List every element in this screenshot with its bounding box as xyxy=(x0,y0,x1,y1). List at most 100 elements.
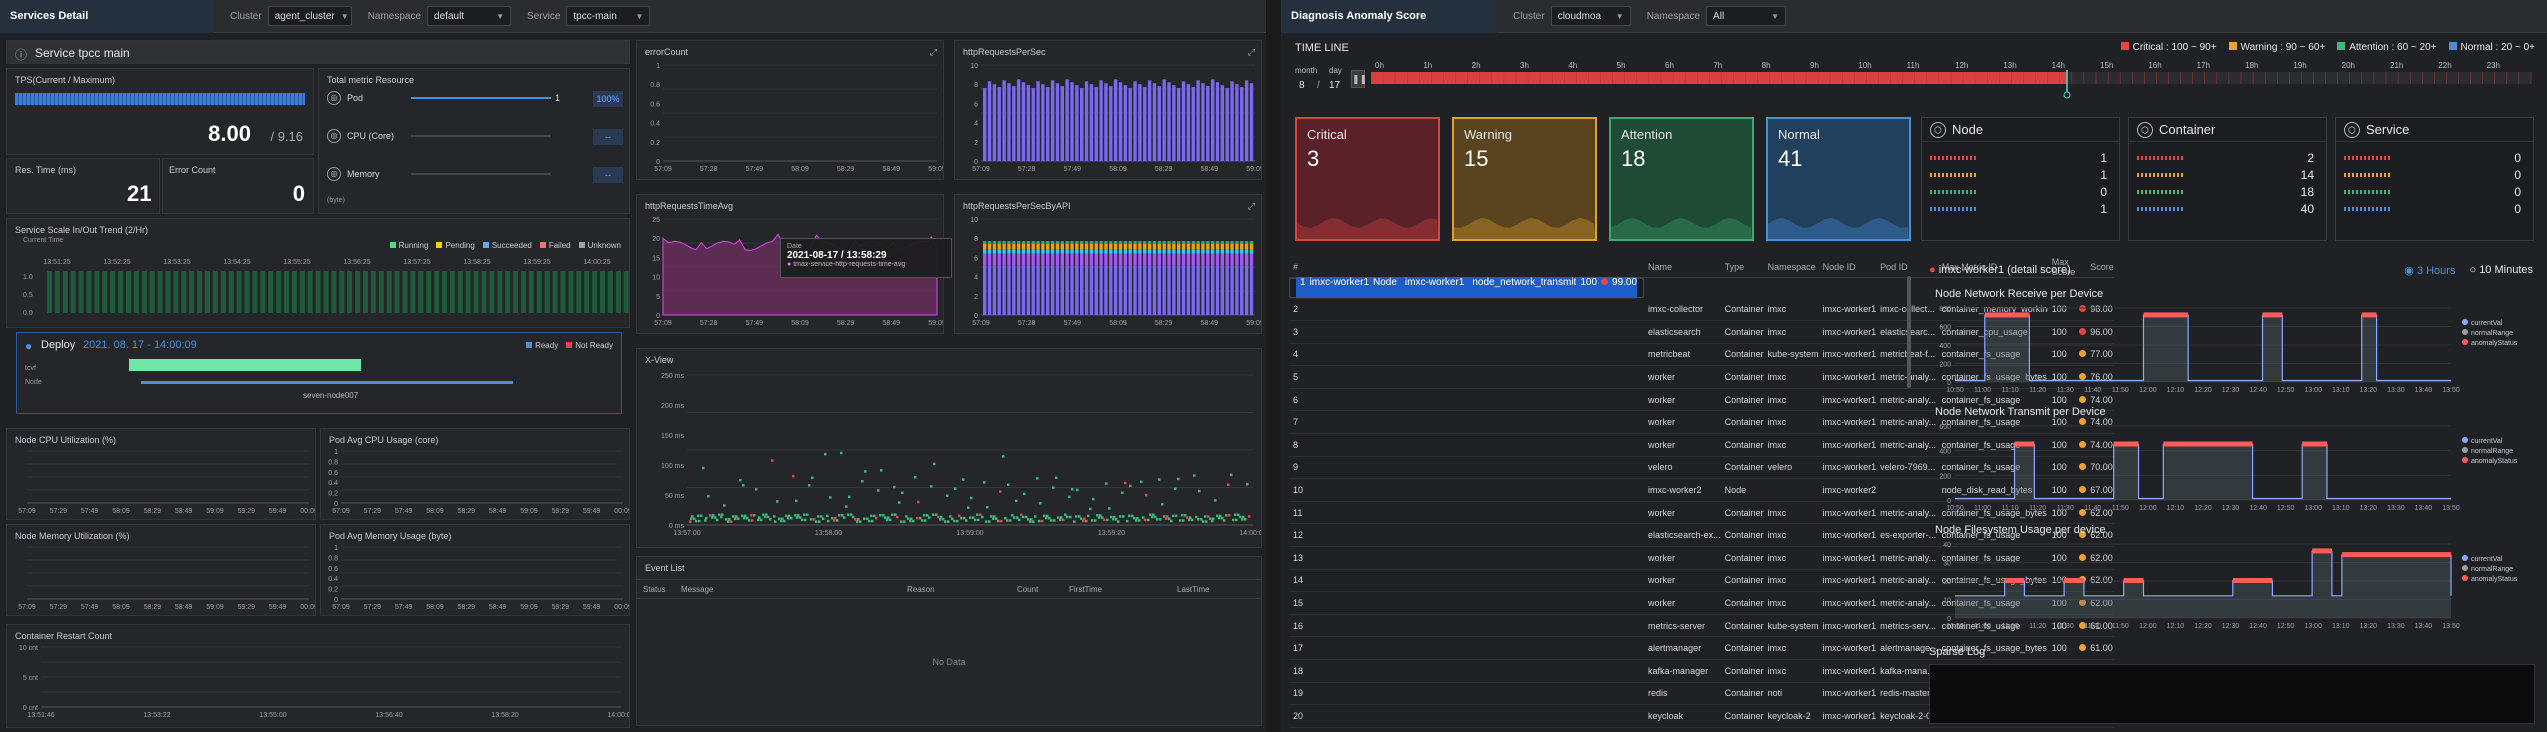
scale-legend-item[interactable]: Failed xyxy=(539,241,571,250)
table-cell: imxc-worker1 xyxy=(1818,343,1877,367)
namespace-select[interactable]: All ▼ xyxy=(1706,6,1787,26)
cluster-select[interactable]: cloudmoa ▼ xyxy=(1550,6,1631,26)
namespace-select[interactable]: default ▼ xyxy=(427,6,512,26)
y-tick-label: 0 xyxy=(1947,616,1951,623)
table-row[interactable]: 10 imxc-worker2 Node imxc-worker2 node_disk_… xyxy=(1289,478,2114,502)
range-10m[interactable]: ○ 10 Minutes xyxy=(2469,264,2533,276)
api-bar-segment xyxy=(1021,243,1026,250)
table-row[interactable]: 15 worker Container imxc imxc-worker1 metric-… xyxy=(1289,591,2114,615)
card-warning[interactable]: Warning 15 xyxy=(1452,117,1597,241)
api-bar-segment xyxy=(1186,265,1191,315)
table-row[interactable]: 16 metrics-server Container kube-system imxc… xyxy=(1289,614,2114,638)
xview-point xyxy=(1089,507,1092,511)
table-header[interactable]: Type xyxy=(1720,257,1764,278)
scale-bar xyxy=(560,271,566,313)
scale-trend-chart: 13:51:25 13:52:25 13:53:25 13:54:25 13:55:25… xyxy=(23,259,629,317)
table-cell: imxc xyxy=(1763,546,1819,570)
card-normal[interactable]: Normal 41 xyxy=(1766,117,1911,241)
range-3h[interactable]: ◉ 3 Hours xyxy=(2404,265,2456,277)
table-row[interactable]: 3elasticsearchContainerimxcimxc-worker1e… xyxy=(1289,320,2114,344)
y-tick-label: 6 xyxy=(974,255,978,262)
table-header[interactable]: Score xyxy=(2086,257,2114,278)
table-cell: imxc xyxy=(1763,320,1819,344)
api-bar-segment xyxy=(1070,249,1074,254)
table-row[interactable]: 17 alertmanager Container imxc imxc-worker1 a… xyxy=(1289,636,2114,660)
xview-point xyxy=(1101,516,1104,519)
table-header[interactable]: # xyxy=(1289,257,1645,278)
table-row[interactable]: 9 velero Container velero imxc-worker1 velero… xyxy=(1289,456,2114,480)
score-status xyxy=(2075,636,2087,660)
table-scrollbar[interactable] xyxy=(1907,276,1911,388)
y-tick-label: 0 xyxy=(656,313,660,320)
xview-point xyxy=(1121,491,1124,495)
event-col-header[interactable]: Message xyxy=(681,585,714,594)
summary-dots xyxy=(2344,207,2390,211)
api-bar-segment xyxy=(1167,265,1171,315)
api-bar-segment xyxy=(1128,249,1132,254)
card-attention[interactable]: Attention 18 xyxy=(1609,117,1754,241)
table-row[interactable]: 4 metricbeat Container kube-system imxc-work… xyxy=(1289,343,2114,367)
scale-bar xyxy=(623,271,629,313)
table-cell: 100 xyxy=(2047,410,2076,435)
status-dot-icon xyxy=(1601,277,1609,285)
expand-icon[interactable]: ⤢ xyxy=(929,47,937,57)
summary-value: 40 xyxy=(2300,202,2314,216)
pause-icon[interactable]: ❚❚ xyxy=(1351,70,1367,88)
xview-point xyxy=(1009,519,1012,522)
event-col-header[interactable]: Count xyxy=(1017,585,1039,594)
scale-legend-item[interactable]: Running xyxy=(389,241,428,250)
table-cell: imxc-worker1 xyxy=(1818,704,1877,728)
table-header[interactable]: Node ID xyxy=(1818,257,1877,278)
api-bar-segment xyxy=(1152,253,1157,266)
rps-bar xyxy=(1084,81,1089,161)
y-tick-label: 2 xyxy=(974,140,978,147)
scale-legend-item[interactable]: Pending xyxy=(436,241,475,250)
rps-bar xyxy=(1152,83,1157,161)
table-header[interactable]: Namespace xyxy=(1763,257,1819,278)
http-rps-by-api-panel: httpRequestsPerSecByAPI ⤢ 57:09 57:28 57:4… xyxy=(954,194,1262,334)
event-col-header[interactable]: Reason xyxy=(907,585,935,594)
event-col-header[interactable]: FirstTime xyxy=(1069,585,1103,594)
xview-point xyxy=(1184,514,1187,517)
timeline-bar[interactable]: 0h 1h 2h 3h 4h 5h 6h 7h 8h 9h 10h 11h 12h 13h 14h 15h 16… xyxy=(1371,62,2541,102)
rps-bar xyxy=(1133,81,1137,161)
scale-legend-item[interactable]: Succeeded xyxy=(482,241,532,250)
y-tick-label: 4 xyxy=(974,275,978,282)
table-header[interactable]: Name xyxy=(1644,257,1721,278)
y-tick-label: 200 ms xyxy=(661,403,684,410)
scale-bar xyxy=(536,271,542,313)
table-header[interactable]: Pod ID xyxy=(1876,257,1938,278)
table-header[interactable]: Max Metric ID xyxy=(1937,257,2048,278)
xview-point xyxy=(1151,515,1154,519)
event-col-header[interactable]: Status xyxy=(643,585,666,594)
card-critical[interactable]: Critical 3 xyxy=(1295,117,1440,241)
expand-icon[interactable]: ⤢ xyxy=(1247,201,1255,211)
table-cell: kafka-mana... xyxy=(1876,659,1938,683)
api-bar-segment xyxy=(1225,253,1229,266)
xview-point xyxy=(741,514,744,518)
table-row[interactable]: 13 worker Container imxc imxc-worker1 metric-… xyxy=(1289,546,2114,570)
day-value[interactable]: 17 xyxy=(1329,80,1341,91)
api-bar-segment xyxy=(1046,249,1050,254)
page-title: Services Detail xyxy=(0,0,214,33)
table-row[interactable]: 12 elasticsearch-ex... Container imxc imxc-w… xyxy=(1289,523,2114,548)
x-tick-label: 13:58:20 xyxy=(491,712,518,719)
table-row[interactable]: 11 worker Container imxc imxc-worker1 metric-… xyxy=(1289,501,2114,525)
xview-point xyxy=(1027,518,1030,521)
x-tick-label: 11:10 xyxy=(2002,623,2019,630)
table-row[interactable]: 6 worker Container imxc imxc-worker1 metric-a… xyxy=(1289,388,2114,412)
expand-icon[interactable]: ⤢ xyxy=(1247,47,1255,57)
cluster-select[interactable]: agent_cluster ▼ xyxy=(267,6,352,26)
event-col-header[interactable]: LastTime xyxy=(1177,585,1210,594)
service-select[interactable]: tpcc-main ▼ xyxy=(566,6,651,26)
scale-legend-item[interactable]: Unknown xyxy=(578,241,621,250)
table-row[interactable]: 14 worker Container imxc imxc-worker1 metric-… xyxy=(1289,569,2114,593)
table-header[interactable] xyxy=(2075,257,2087,278)
rps-bar xyxy=(1050,80,1055,161)
table-row[interactable]: 7 worker Container imxc imxc-worker1 metric-a… xyxy=(1289,410,2114,435)
month-value[interactable]: 8 xyxy=(1299,80,1305,91)
table-header[interactable]: Max Score xyxy=(2047,257,2075,278)
table-row[interactable]: 1 imxc-worker1 Node imxc-worker1 node_networ… xyxy=(1289,276,1645,300)
table-row[interactable]: 2 imxc-collector Container imxc imxc-worker1… xyxy=(1289,298,2114,322)
x-tick-label: 59:49 xyxy=(583,604,601,611)
